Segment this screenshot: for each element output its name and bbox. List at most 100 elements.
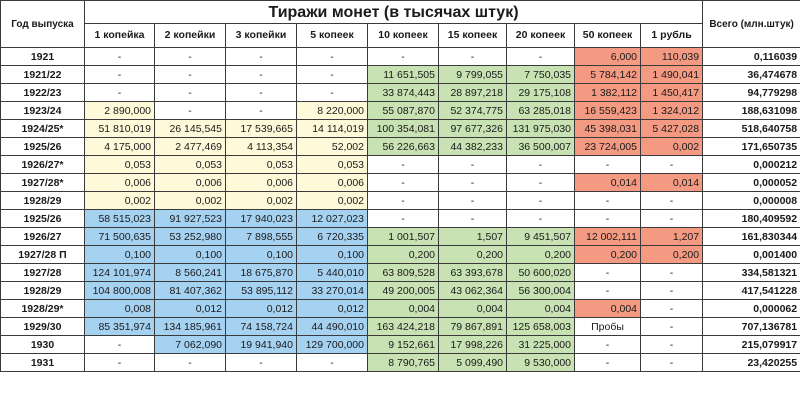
value-cell: - bbox=[367, 209, 439, 228]
value-cell: - bbox=[225, 83, 297, 102]
total-cell: 0,000062 bbox=[702, 299, 800, 318]
total-cell: 0,000052 bbox=[702, 173, 800, 192]
value-cell: 8 560,241 bbox=[154, 263, 226, 282]
value-cell: 0,200 bbox=[506, 245, 575, 264]
year-cell: 1930 bbox=[0, 335, 85, 354]
value-cell: - bbox=[639, 155, 704, 174]
table-row: 1930-7 062,090 19 941,940 129 700,000 9 152… bbox=[0, 335, 800, 354]
value-cell: - bbox=[438, 191, 507, 210]
value-cell: 4 175,000 bbox=[84, 137, 155, 156]
value-cell: 124 101,974 bbox=[84, 263, 155, 282]
value-cell: 0,053 bbox=[154, 155, 226, 174]
value-cell: 0,002 bbox=[639, 137, 704, 156]
value-cell: 131 975,030 bbox=[506, 119, 575, 138]
col-header-5-kopek: 5 копеек bbox=[296, 23, 368, 48]
value-cell: 2 890,000 bbox=[84, 101, 155, 120]
value-cell: 19 941,940 bbox=[225, 335, 297, 354]
value-cell: 7 750,035 bbox=[506, 65, 575, 84]
value-cell: - bbox=[574, 155, 641, 174]
value-cell: - bbox=[296, 65, 368, 84]
table-row: 1924/25* 51 810,019 26 145,545 17 539,665 14… bbox=[0, 119, 800, 138]
value-cell: 110,039 bbox=[639, 47, 704, 66]
table-row: 1921- - - - - - -6,000 110,039 0,116039 bbox=[0, 47, 800, 66]
value-cell: - bbox=[225, 353, 297, 372]
value-cell: 97 677,326 bbox=[438, 119, 507, 138]
year-cell: 1926/27 bbox=[0, 227, 85, 246]
value-cell: - bbox=[84, 83, 155, 102]
value-cell: - bbox=[225, 101, 297, 120]
value-cell: 33 874,443 bbox=[367, 83, 439, 102]
total-cell: 0,116039 bbox=[702, 47, 800, 66]
year-cell: 1923/24 bbox=[0, 101, 85, 120]
value-cell: 0,200 bbox=[438, 245, 507, 264]
value-cell: 0,014 bbox=[639, 173, 704, 192]
value-cell: - bbox=[154, 101, 226, 120]
total-cell: 334,581321 bbox=[702, 263, 800, 282]
value-cell: 163 424,218 bbox=[367, 317, 439, 336]
year-cell: 1927/28 bbox=[0, 263, 85, 282]
value-cell: 52 374,775 bbox=[438, 101, 507, 120]
col-header-50-kopek: 50 копеек bbox=[574, 23, 641, 48]
value-cell: 16 559,423 bbox=[574, 101, 641, 120]
value-cell: - bbox=[506, 155, 575, 174]
value-cell: - bbox=[639, 317, 704, 336]
year-header: Год выпуска bbox=[0, 0, 85, 48]
value-cell: - bbox=[506, 173, 575, 192]
value-cell: - bbox=[296, 353, 368, 372]
value-cell: - bbox=[84, 65, 155, 84]
value-cell: 5 784,142 bbox=[574, 65, 641, 84]
total-cell: 161,830344 bbox=[702, 227, 800, 246]
value-cell: 9 451,507 bbox=[506, 227, 575, 246]
column-header-row: 1 копейка 2 копейки 3 копейки 5 копеек 1… bbox=[1, 23, 800, 48]
value-cell: 85 351,974 bbox=[84, 317, 155, 336]
total-cell: 94,779298 bbox=[702, 83, 800, 102]
table-row: 1926/27* 0,053 0,053 0,053 0,053- - - - -0,00021… bbox=[0, 155, 800, 174]
value-cell: 0,100 bbox=[154, 245, 226, 264]
table-row: 1927/28* 0,006 0,006 0,006 0,006- - -0,014 0,01… bbox=[0, 173, 800, 192]
value-cell: 0,002 bbox=[225, 191, 297, 210]
value-cell: 26 145,545 bbox=[154, 119, 226, 138]
value-cell: 0,200 bbox=[639, 245, 704, 264]
value-cell: 14 114,019 bbox=[296, 119, 368, 138]
value-cell: 1 450,417 bbox=[639, 83, 704, 102]
year-cell: 1925/26 bbox=[0, 209, 85, 228]
value-cell: 12 027,023 bbox=[296, 209, 368, 228]
value-cell: - bbox=[639, 263, 704, 282]
value-cell: - bbox=[154, 47, 226, 66]
value-cell: 0,053 bbox=[225, 155, 297, 174]
value-cell: 50 600,020 bbox=[506, 263, 575, 282]
value-cell: 0,014 bbox=[574, 173, 641, 192]
value-cell: 2 477,469 bbox=[154, 137, 226, 156]
col-header-3-kopek: 3 копейки bbox=[225, 23, 297, 48]
value-cell: 0,053 bbox=[84, 155, 155, 174]
value-cell: 0,008 bbox=[84, 299, 155, 318]
value-cell: 0,002 bbox=[154, 191, 226, 210]
value-cell: 31 225,000 bbox=[506, 335, 575, 354]
value-cell: 71 500,635 bbox=[84, 227, 155, 246]
value-cell: - bbox=[574, 353, 641, 372]
value-cell: 63 393,678 bbox=[438, 263, 507, 282]
year-cell: 1924/25* bbox=[0, 119, 85, 138]
total-cell: 0,000008 bbox=[702, 191, 800, 210]
value-cell: 12 002,111 bbox=[574, 227, 641, 246]
year-cell: 1921/22 bbox=[0, 65, 85, 84]
value-cell: 0,200 bbox=[367, 245, 439, 264]
total-cell: 188,631098 bbox=[702, 101, 800, 120]
value-cell: 18 675,870 bbox=[225, 263, 297, 282]
value-cell: - bbox=[639, 209, 704, 228]
value-cell: - bbox=[506, 209, 575, 228]
total-cell: 171,650735 bbox=[702, 137, 800, 156]
col-header-20-kopek: 20 копеек bbox=[506, 23, 575, 48]
value-cell: 53 252,980 bbox=[154, 227, 226, 246]
mint-table: Год выпуска Тиражи монет (в тысячах штук… bbox=[0, 0, 800, 372]
value-cell: - bbox=[639, 353, 704, 372]
year-cell: 1928/29 bbox=[0, 281, 85, 300]
value-cell: 58 515,023 bbox=[84, 209, 155, 228]
value-cell: 0,100 bbox=[225, 245, 297, 264]
value-cell: 0,006 bbox=[225, 173, 297, 192]
table-body: 1921- - - - - - -6,000 110,039 0,116039 1921/22- -… bbox=[0, 47, 800, 372]
value-cell: 52,002 bbox=[296, 137, 368, 156]
table-row: 1927/28 124 101,974 8 560,241 18 675,870 5 4… bbox=[0, 263, 800, 282]
col-header-10-kopek: 10 копеек bbox=[367, 23, 439, 48]
value-cell: 23 724,005 bbox=[574, 137, 641, 156]
